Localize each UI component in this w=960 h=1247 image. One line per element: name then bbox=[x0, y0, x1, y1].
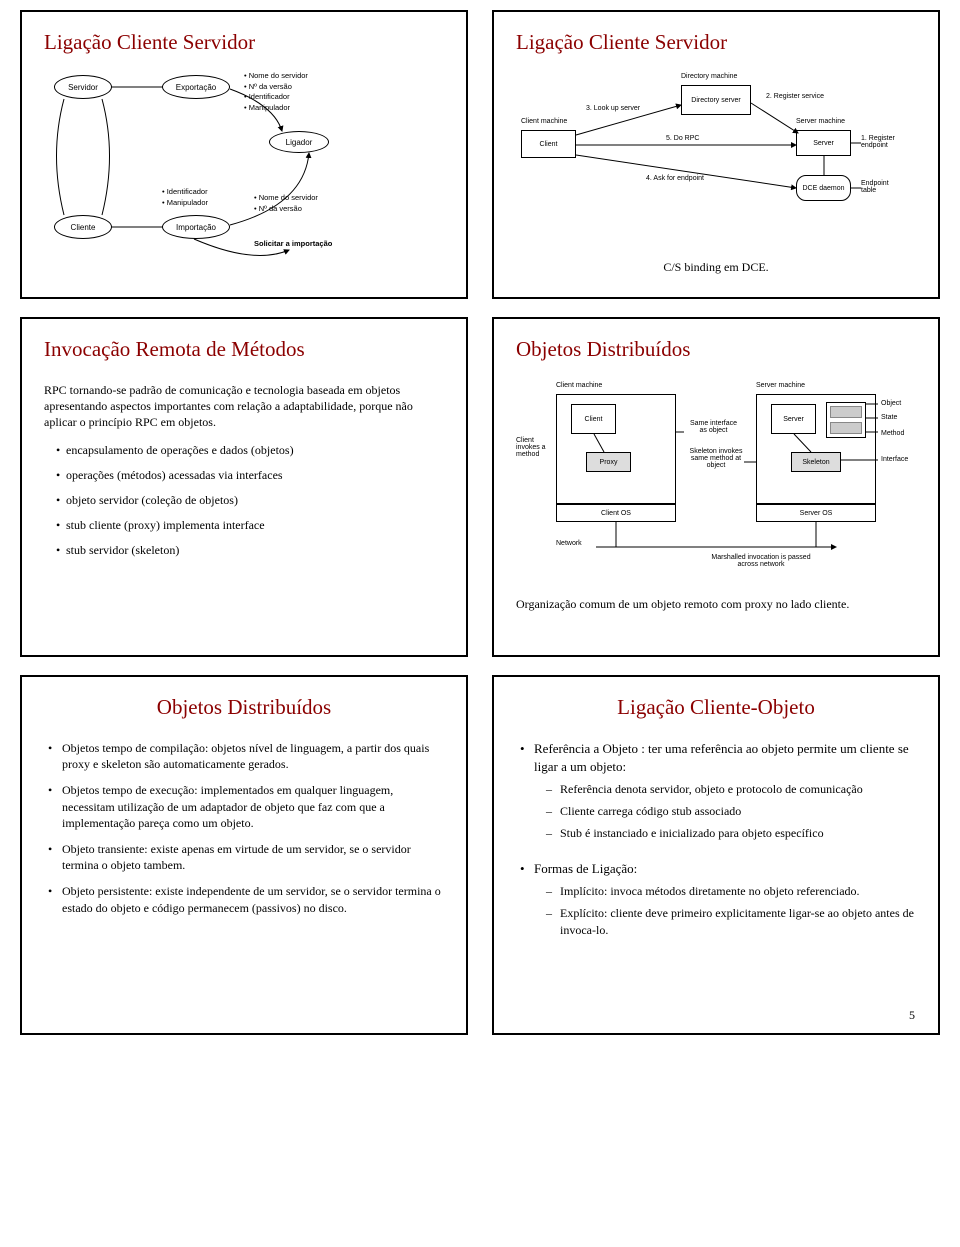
oval-importacao: Importação bbox=[162, 215, 230, 239]
slide-2-connectors bbox=[516, 75, 916, 235]
oval-ligador: Ligador bbox=[269, 131, 329, 153]
s6-sub2-1: Explícito: cliente deve primeiro explici… bbox=[546, 905, 916, 937]
slide-5-title: Objetos Distribuídos bbox=[44, 695, 444, 720]
s6-sub2-0: Implícito: invoca métodos diretamente no… bbox=[546, 883, 916, 899]
s6-sub1-2: Stub é instanciado e inicializado para o… bbox=[546, 825, 916, 841]
lm1: Manipulador bbox=[167, 198, 208, 207]
s6-item-2: Formas de Ligação: Implícito: invoca mét… bbox=[520, 860, 916, 938]
s3-item-4: stub servidor (skeleton) bbox=[56, 543, 444, 558]
lm0: Identificador bbox=[167, 187, 208, 196]
s6-it1-text: Referência a Objeto : ter uma referência… bbox=[534, 741, 909, 774]
slide-3-para: RPC tornando-se padrão de comunicação e … bbox=[44, 382, 444, 431]
s6-sub1-0: Referência denota servidor, objeto e pro… bbox=[546, 781, 916, 797]
slide-2: Ligação Cliente Servidor Directory serve… bbox=[492, 10, 940, 299]
s5-item-0: Objetos tempo de compilação: objetos nív… bbox=[48, 740, 444, 772]
s5-item-2: Objeto transiente: existe apenas em virt… bbox=[48, 841, 444, 873]
s6-sub1: Referência denota servidor, objeto e pro… bbox=[534, 781, 916, 842]
s3-item-3: stub cliente (proxy) implementa interfac… bbox=[56, 518, 444, 533]
lt3: Manipulador bbox=[249, 103, 290, 112]
slide-1-diagram: Servidor Cliente Exportação Importação L… bbox=[44, 75, 444, 275]
slide-4: Objetos Distribuídos Client machine Clie… bbox=[492, 317, 940, 657]
slide-1-title: Ligação Cliente Servidor bbox=[44, 30, 444, 55]
slide-4-diagram: Client machine Client Proxy Client OS Se… bbox=[516, 382, 916, 582]
slide-1: Ligação Cliente Servidor Servidor Client… bbox=[20, 10, 468, 299]
s3-item-2: objeto servidor (coleção de objetos) bbox=[56, 493, 444, 508]
slide-4-caption: Organização comum de um objeto remoto co… bbox=[516, 597, 916, 612]
s5-item-1: Objetos tempo de execução: implementados… bbox=[48, 782, 444, 831]
slide-6-list: Referência a Objeto : ter uma referência… bbox=[516, 740, 916, 938]
s3-item-1: operações (métodos) acessadas via interf… bbox=[56, 468, 444, 483]
slide-2-caption: C/S binding em DCE. bbox=[516, 260, 916, 275]
slide-5-list: Objetos tempo de compilação: objetos nív… bbox=[44, 740, 444, 916]
slide-4-connectors bbox=[516, 382, 916, 582]
lr1: Nº da versão bbox=[259, 204, 302, 213]
oval-cliente: Cliente bbox=[54, 215, 112, 239]
slide-3-title: Invocação Remota de Métodos bbox=[44, 337, 444, 362]
list-mid: • Identificador • Manipulador bbox=[162, 187, 208, 208]
slide-4-title: Objetos Distribuídos bbox=[516, 337, 916, 362]
slide-3-list: encapsulamento de operações e dados (obj… bbox=[44, 443, 444, 558]
s5-item-3: Objeto persistente: existe independente … bbox=[48, 883, 444, 915]
lt2: Identificador bbox=[249, 92, 290, 101]
solicitar-label: Solicitar a importação bbox=[254, 239, 332, 250]
list-top: • Nome do servidor • Nº da versão • Iden… bbox=[244, 71, 308, 113]
lr0: Nome do servidor bbox=[259, 193, 318, 202]
oval-servidor: Servidor bbox=[54, 75, 112, 99]
list-right: • Nome do servidor • Nº da versão bbox=[254, 193, 318, 214]
s6-sub2: Implícito: invoca métodos diretamente no… bbox=[534, 883, 916, 938]
lt0: Nome do servidor bbox=[249, 71, 308, 80]
slide-6-title: Ligação Cliente-Objeto bbox=[516, 695, 916, 720]
slide-2-diagram: Directory server Directory machine Clien… bbox=[516, 75, 916, 235]
lt1: Nº da versão bbox=[249, 82, 292, 91]
slide-2-title: Ligação Cliente Servidor bbox=[516, 30, 916, 55]
s6-item-1: Referência a Objeto : ter uma referência… bbox=[520, 740, 916, 842]
oval-exportacao: Exportação bbox=[162, 75, 230, 99]
page-number: 5 bbox=[909, 1008, 915, 1023]
s6-sub1-1: Cliente carrega código stub associado bbox=[546, 803, 916, 819]
s3-item-0: encapsulamento de operações e dados (obj… bbox=[56, 443, 444, 458]
slide-5: Objetos Distribuídos Objetos tempo de co… bbox=[20, 675, 468, 1035]
slide-6: Ligação Cliente-Objeto Referência a Obje… bbox=[492, 675, 940, 1035]
slide-3: Invocação Remota de Métodos RPC tornando… bbox=[20, 317, 468, 657]
s6-it2-text: Formas de Ligação: bbox=[534, 861, 637, 876]
